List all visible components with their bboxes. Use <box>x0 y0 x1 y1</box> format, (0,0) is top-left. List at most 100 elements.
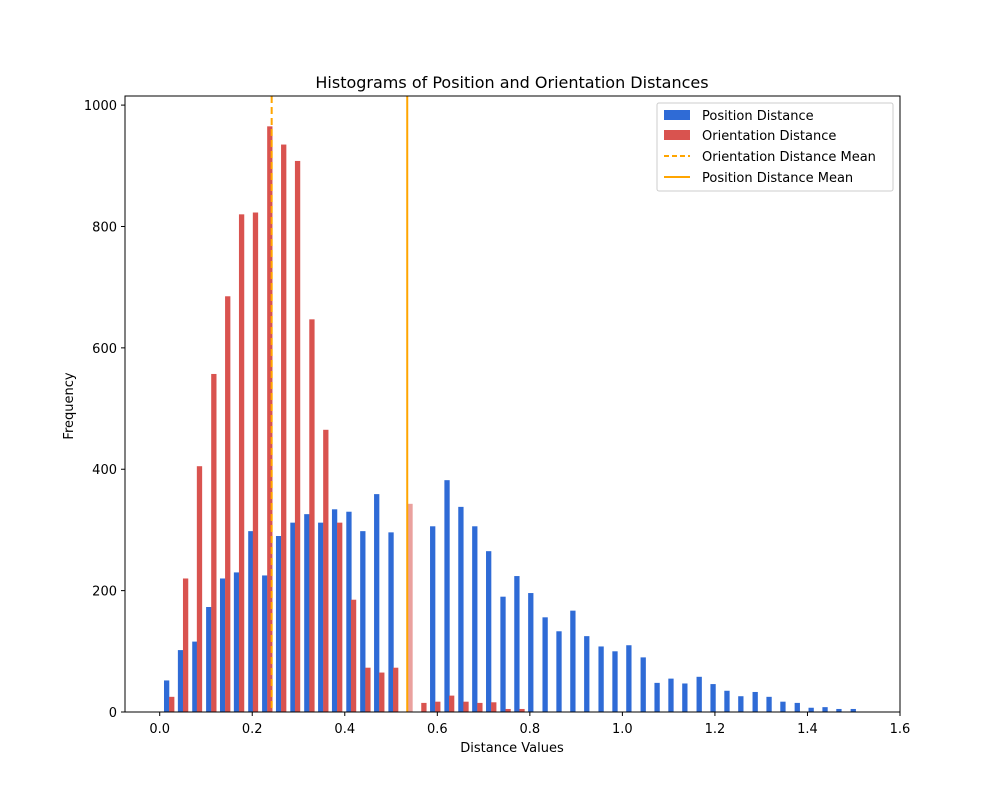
orientation-distance-bar <box>393 667 399 712</box>
orientation-distance-bar <box>182 578 189 712</box>
y-tick-label: 0 <box>109 706 117 721</box>
position-distance-bar <box>331 509 338 712</box>
position-distance-bar <box>724 690 730 712</box>
orientation-distance-bar <box>323 429 329 712</box>
position-distance-bar <box>654 682 660 712</box>
bars-layer <box>163 126 856 713</box>
position-distance-bar <box>542 617 548 712</box>
legend-swatch-position <box>664 110 690 120</box>
orientation-distance-bar <box>294 160 301 712</box>
y-tick-label: 400 <box>92 463 117 478</box>
position-distance-bar <box>570 610 576 712</box>
orientation-distance-bar <box>337 522 343 712</box>
position-distance-bar <box>696 676 702 712</box>
position-distance-bar <box>472 526 478 712</box>
x-tick-label: 1.0 <box>612 722 633 737</box>
position-distance-bar <box>514 576 520 712</box>
orientation-distance-bar <box>463 701 469 712</box>
legend-label-orientation: Orientation Distance <box>702 129 836 144</box>
position-distance-bar <box>794 702 800 712</box>
position-distance-bar <box>668 678 674 712</box>
x-tick-label: 1.6 <box>890 722 911 737</box>
orientation-distance-bar <box>225 296 231 712</box>
orientation-distance-bar <box>350 599 357 712</box>
position-distance-bar <box>360 531 366 712</box>
y-tick-label: 200 <box>92 585 117 600</box>
position-distance-bar <box>850 708 856 712</box>
position-distance-bar <box>710 684 716 712</box>
x-tick-label: 0.0 <box>149 722 170 737</box>
position-distance-bar <box>206 607 212 712</box>
orientation-distance-bar <box>211 373 217 712</box>
orientation-distance-bar <box>281 144 287 713</box>
orientation-distance-bar <box>435 701 441 712</box>
orientation-distance-bar <box>309 319 315 712</box>
legend-label-position-mean: Position Distance Mean <box>702 171 853 186</box>
orientation-distance-bar <box>477 702 483 712</box>
orientation-distance-bar <box>379 672 385 712</box>
x-tick-label: 1.2 <box>705 722 726 737</box>
position-distance-bar <box>528 593 534 712</box>
orientation-distance-bar <box>169 696 175 712</box>
position-distance-bar <box>766 696 772 712</box>
x-tick-label: 0.6 <box>427 722 448 737</box>
position-distance-bar <box>738 696 744 712</box>
position-distance-bar <box>233 572 240 712</box>
position-distance-bar <box>808 707 814 712</box>
position-distance-bar <box>836 708 842 712</box>
position-distance-bar <box>374 494 380 712</box>
chart-title: Histograms of Position and Orientation D… <box>315 73 708 92</box>
legend-swatch-orientation <box>664 130 690 140</box>
x-tick-label: 0.2 <box>242 722 263 737</box>
position-distance-bar <box>612 651 618 712</box>
orientation-distance-bar <box>449 695 455 712</box>
position-distance-bar <box>780 701 786 712</box>
orientation-distance-bar <box>491 702 497 712</box>
position-distance-bar <box>822 707 828 712</box>
position-distance-bar <box>584 636 590 712</box>
legend: Position Distance Orientation Distance O… <box>656 102 894 192</box>
orientation-distance-bar <box>196 466 203 712</box>
position-distance-bar <box>444 480 450 712</box>
orientation-distance-bar <box>238 214 245 712</box>
y-axis-label: Frequency <box>62 372 77 439</box>
position-distance-bar <box>556 631 562 712</box>
position-distance-bar <box>752 691 758 712</box>
y-axis-ticks: 0 200 400 600 800 1000 <box>84 99 125 721</box>
orientation-distance-bar <box>267 126 273 713</box>
position-distance-bar <box>486 551 492 712</box>
legend-label-orientation-mean: Orientation Distance Mean <box>702 150 876 165</box>
orientation-distance-bar <box>505 708 511 712</box>
orientation-distance-bar <box>407 503 413 712</box>
x-tick-label: 0.8 <box>520 722 541 737</box>
y-tick-label: 600 <box>92 342 117 357</box>
orientation-distance-bar <box>365 667 371 712</box>
position-distance-bar <box>290 522 296 712</box>
position-distance-bar <box>163 680 170 712</box>
plot-frame <box>124 95 901 713</box>
position-distance-bar <box>219 578 226 712</box>
legend-label-position: Position Distance <box>702 109 814 124</box>
position-distance-bar <box>318 522 324 712</box>
position-distance-bar <box>304 514 310 712</box>
position-distance-bar <box>248 531 254 712</box>
position-distance-bar <box>598 646 604 712</box>
position-distance-bar <box>458 506 464 712</box>
position-distance-bar <box>626 645 632 712</box>
position-distance-bar <box>275 536 282 712</box>
position-distance-bar <box>388 532 394 712</box>
position-distance-bar <box>346 511 352 712</box>
x-axis-ticks: 0.0 0.2 0.4 0.6 0.8 1.0 1.2 1.4 1.6 <box>149 712 910 737</box>
position-distance-bar <box>177 650 184 712</box>
x-tick-label: 0.4 <box>334 722 355 737</box>
position-distance-bar <box>192 641 198 712</box>
position-distance-bar <box>500 596 506 712</box>
orientation-distance-bar <box>421 702 427 712</box>
orientation-distance-bar <box>519 708 525 712</box>
position-distance-bar <box>262 575 268 712</box>
y-tick-label: 800 <box>92 220 117 235</box>
position-distance-bar <box>430 526 436 712</box>
position-distance-bar <box>640 657 646 712</box>
